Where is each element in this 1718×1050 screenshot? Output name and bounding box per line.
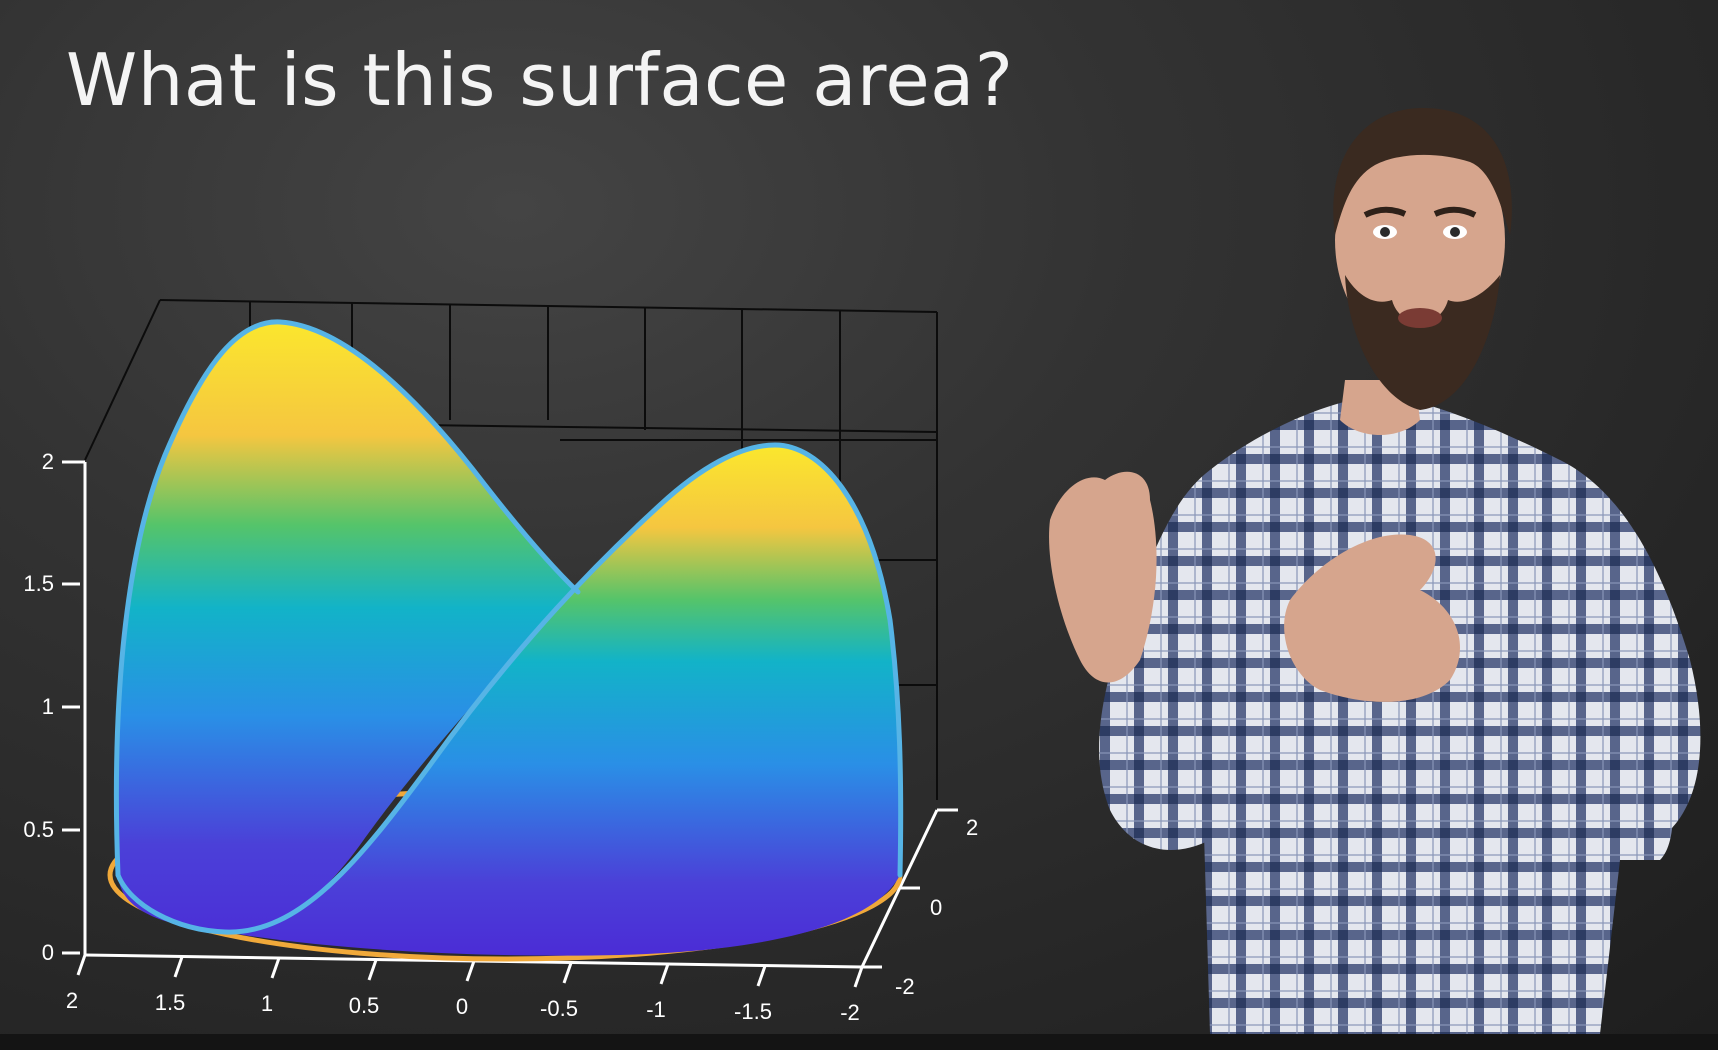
x-tick-label: 0.5: [349, 993, 380, 1018]
z-tick-label: 0.5: [23, 817, 54, 842]
bottom-bar: [0, 1034, 1718, 1050]
x-tick-label: -1.5: [734, 999, 772, 1024]
surface-sheet-left: [116, 321, 579, 933]
y-axis-labels: -2 0 2: [895, 815, 978, 999]
x-tick-label: 1: [261, 991, 273, 1016]
presenter-brow-right: [1433, 206, 1477, 218]
presenter-mouth: [1398, 308, 1442, 328]
surface-edge-curve: [115, 442, 904, 935]
presenter-arm-right: [1560, 460, 1701, 849]
x-tick-label: 2: [66, 988, 78, 1013]
z-tick-label: 0: [42, 940, 54, 965]
y-tick-label: -2: [895, 974, 915, 999]
presenter-arm-left: [1099, 470, 1240, 850]
slide-title: What is this surface area?: [66, 38, 1014, 122]
presenter-pupil-left: [1380, 227, 1390, 237]
presenter-pupil-right: [1450, 227, 1460, 237]
x-tick-label: 0: [456, 994, 468, 1019]
presenter-hand-right: [1284, 534, 1460, 702]
presenter-shirt: [1182, 395, 1674, 1034]
presenter-beard: [1345, 275, 1500, 410]
x-tick-label: -2: [840, 1000, 860, 1025]
surface-sheet-right: [225, 445, 901, 956]
z-tick-label: 1.5: [23, 571, 54, 596]
presenter-face: [1335, 128, 1505, 352]
z-axis-labels: 2 1.5 1 0.5 0: [23, 449, 54, 965]
presenter-hair: [1333, 107, 1512, 235]
presenter-brow-left: [1363, 206, 1407, 218]
x-tick-label: 1.5: [155, 990, 186, 1015]
x-tick-label: -1: [646, 997, 666, 1022]
z-tick-label: 2: [42, 449, 54, 474]
x-tick-label: -0.5: [540, 996, 578, 1021]
x-axis-labels: 2 1.5 1 0.5 0 -0.5 -1 -1.5 -2: [66, 988, 860, 1025]
y-tick-label: 2: [966, 815, 978, 840]
y-tick-label: 0: [930, 895, 942, 920]
z-tick-label: 1: [42, 694, 54, 719]
surface-edge-curve: [113, 319, 581, 878]
presenter-hand-left: [1049, 471, 1157, 683]
